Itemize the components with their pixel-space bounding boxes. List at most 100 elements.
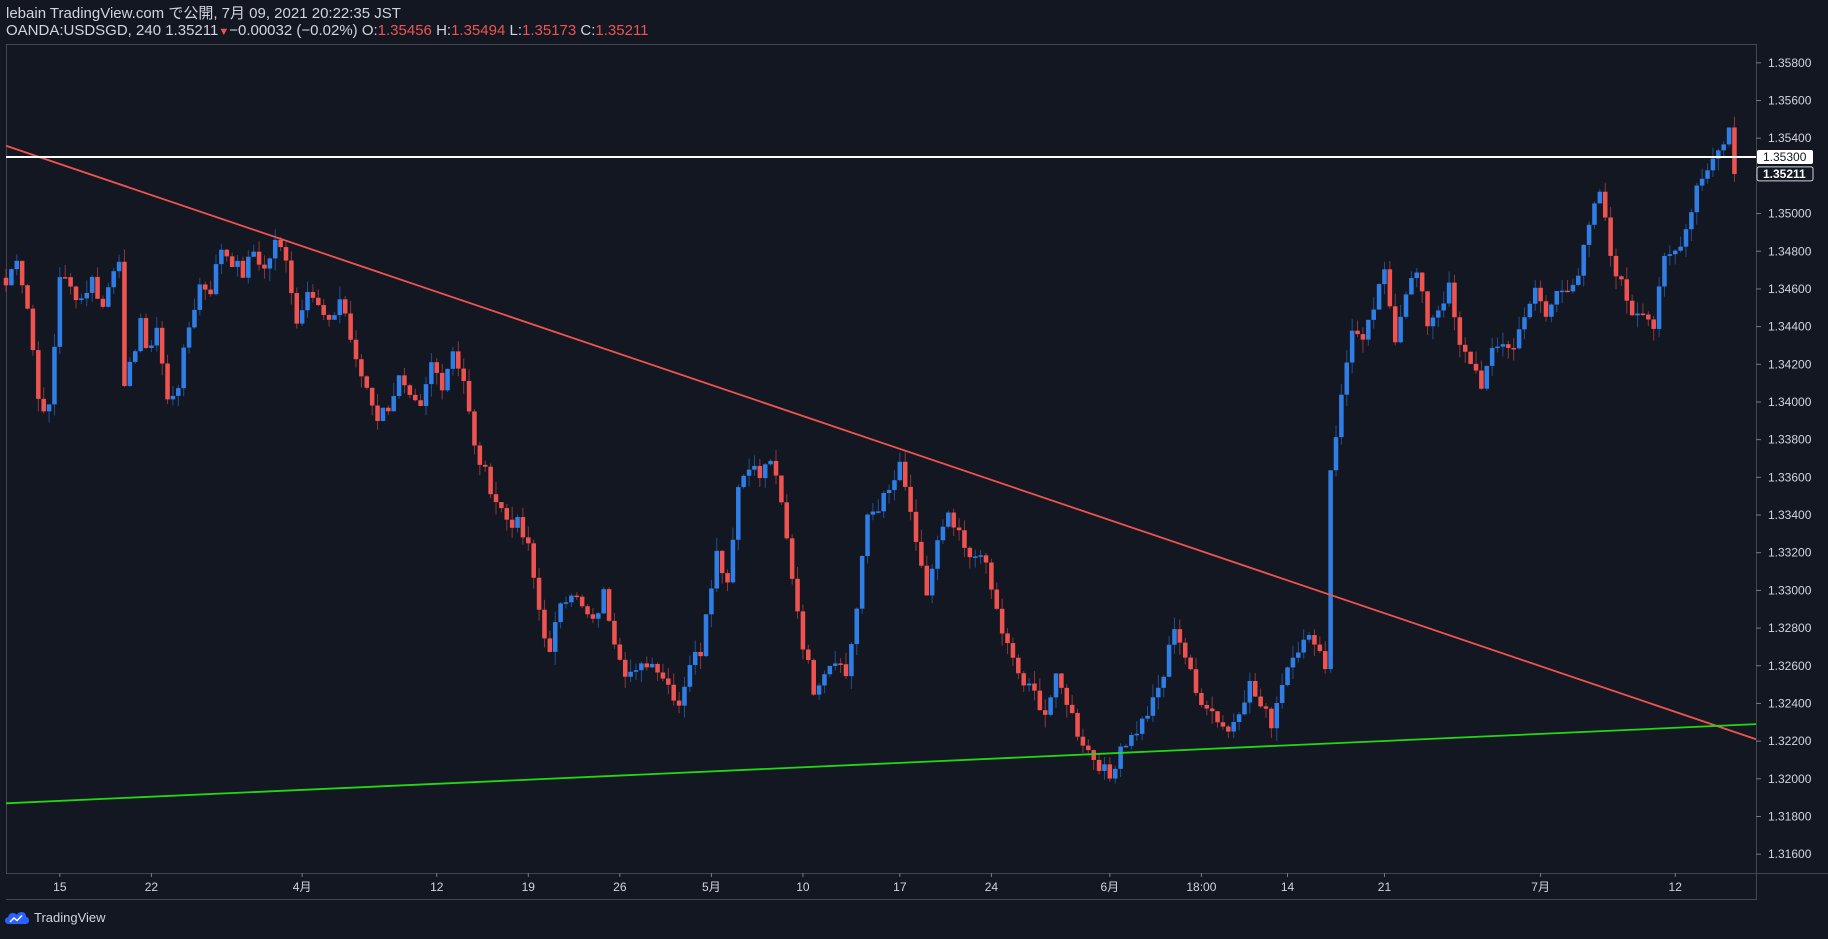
price-tick-label: 1.34600: [1768, 282, 1812, 296]
candle: [1102, 757, 1107, 780]
candle: [1145, 706, 1150, 723]
candle: [574, 592, 580, 600]
candle: [138, 313, 143, 353]
candle: [1048, 694, 1053, 717]
candle: [1042, 699, 1048, 728]
time-tick-label: 17: [893, 880, 907, 894]
candle: [617, 637, 623, 661]
candle: [633, 663, 639, 681]
candle: [795, 566, 800, 619]
candle: [1446, 271, 1452, 307]
candle: [143, 313, 149, 350]
candle: [499, 502, 504, 513]
candle: [192, 298, 197, 329]
candle: [262, 255, 267, 279]
descending-trendline[interactable]: [5, 144, 1757, 741]
candle: [267, 257, 273, 282]
candle: [649, 657, 655, 669]
candle: [1016, 654, 1021, 680]
candle: [999, 598, 1005, 646]
candle: [601, 586, 606, 615]
candle: [246, 250, 251, 284]
candle: [806, 644, 811, 664]
candle: [294, 287, 300, 329]
candle: [1436, 305, 1441, 328]
candle: [1220, 715, 1226, 730]
publish-line: lebain TradingView.com で公開, 7月 09, 2021 …: [6, 5, 401, 22]
price-tick-label: 1.33200: [1768, 546, 1812, 560]
candle: [310, 284, 316, 303]
candle: [1317, 636, 1323, 653]
candle: [57, 267, 63, 355]
candle: [68, 273, 73, 295]
candle: [95, 267, 100, 299]
candle: [1349, 318, 1355, 374]
candle: [1269, 707, 1274, 738]
price-axis[interactable]: 1.358001.356001.354001.352001.350001.348…: [1756, 56, 1812, 861]
candle: [219, 243, 224, 275]
candle: [967, 546, 973, 569]
candle: [1640, 303, 1646, 317]
candle: [1613, 248, 1619, 290]
price-tick-label: 1.35400: [1768, 131, 1812, 145]
candle: [46, 404, 52, 423]
ascending-trendline[interactable]: [5, 723, 1757, 805]
low-label: L:: [509, 22, 522, 39]
last-price: 1.35211: [165, 22, 219, 39]
candle: [655, 662, 660, 681]
candle: [1635, 302, 1640, 328]
candle: [1516, 316, 1522, 350]
candle: [466, 369, 472, 415]
candle: [1258, 688, 1263, 709]
candle: [865, 513, 870, 564]
price-tick-label: 1.32800: [1768, 621, 1812, 635]
candle: [1662, 252, 1667, 297]
time-tick-label: 7月: [1531, 880, 1550, 894]
candle: [881, 490, 886, 519]
candle: [1242, 690, 1247, 716]
footer-brand[interactable]: TradingView: [5, 910, 106, 925]
candle: [1506, 340, 1511, 359]
candle: [1161, 675, 1166, 698]
time-axis[interactable]: 15 22 4月 12 19 26 5月 10 17 24 6月 18:00 14 21 7月 12: [53, 873, 1682, 894]
candle: [509, 506, 515, 538]
candle: [784, 494, 790, 540]
candle: [1306, 631, 1312, 643]
candle: [822, 670, 827, 694]
candle: [321, 299, 326, 320]
candle: [666, 668, 671, 695]
candle: [316, 289, 321, 307]
symbol-label[interactable]: OANDA:USDSGD, 240: [6, 22, 162, 39]
price-tick-label: 1.34200: [1768, 357, 1812, 371]
time-tick-label: 12: [1669, 880, 1683, 894]
candle: [176, 384, 181, 407]
candle: [983, 552, 989, 574]
candle: [590, 607, 596, 624]
trendlines-layer[interactable]: [5, 144, 1757, 805]
candle: [698, 642, 703, 670]
candle: [622, 651, 628, 688]
low-value: 1.35173: [522, 22, 577, 39]
candle: [256, 241, 262, 271]
candle: [746, 458, 752, 487]
price-tick-label: 1.35600: [1768, 94, 1812, 108]
candle: [1538, 280, 1543, 314]
candle: [342, 296, 348, 317]
candle: [106, 282, 111, 308]
candle: [1279, 673, 1285, 709]
candle: [870, 503, 876, 521]
candle: [940, 519, 946, 545]
candle: [402, 367, 407, 394]
candle: [1667, 245, 1673, 266]
candle: [434, 358, 440, 385]
candle: [1629, 294, 1635, 316]
candle: [159, 321, 165, 376]
candle: [1419, 272, 1425, 304]
candle: [1403, 291, 1409, 319]
candle: [876, 499, 881, 514]
candle: [569, 593, 574, 608]
candle: [1301, 629, 1306, 659]
candle: [1263, 702, 1269, 718]
candle: [1366, 319, 1371, 346]
